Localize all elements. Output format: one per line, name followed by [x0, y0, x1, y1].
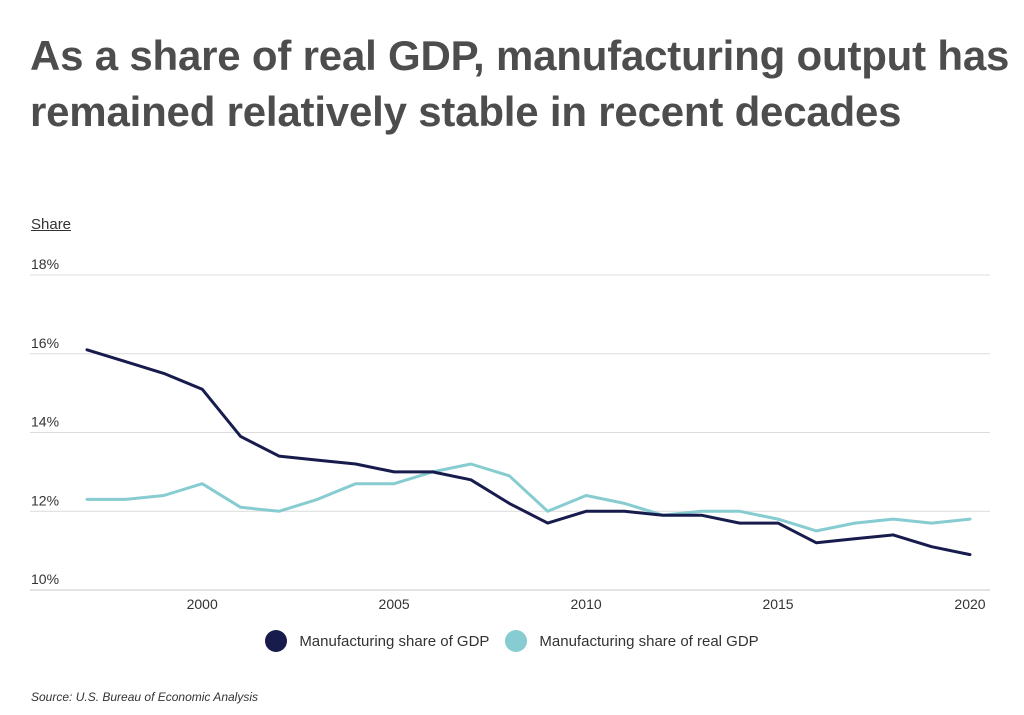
legend: Manufacturing share of GDP Manufacturing… — [0, 630, 1024, 652]
title-line-2: remained relatively stable in recent dec… — [30, 88, 902, 135]
data-point — [469, 463, 472, 466]
data-point — [853, 537, 856, 540]
data-point — [546, 522, 549, 525]
data-point — [661, 514, 664, 517]
x-tick-label: 2015 — [762, 596, 793, 612]
data-point — [930, 545, 933, 548]
series-line-real-gdp-share — [85, 462, 972, 533]
data-point — [354, 482, 357, 485]
x-tick-label: 2000 — [187, 596, 218, 612]
y-tick-label: 16% — [31, 335, 59, 351]
data-point — [546, 510, 549, 513]
data-point — [431, 470, 434, 473]
data-point — [623, 502, 626, 505]
data-point — [316, 498, 319, 501]
data-point — [508, 474, 511, 477]
data-point — [700, 514, 703, 517]
data-point — [585, 494, 588, 497]
data-point — [815, 541, 818, 544]
x-tick-label: 2005 — [379, 596, 410, 612]
data-point — [930, 522, 933, 525]
data-point — [239, 506, 242, 509]
data-point — [969, 518, 972, 521]
legend-swatch-gdp-share — [265, 630, 288, 652]
series-line-gdp-share — [85, 348, 972, 557]
y-tick-label: 12% — [31, 492, 59, 508]
data-point — [239, 435, 242, 438]
data-point — [969, 553, 972, 556]
data-point — [354, 463, 357, 466]
data-point — [393, 470, 396, 473]
legend-item-gdp-share: Manufacturing share of GDP — [265, 630, 489, 652]
legend-swatch-real-gdp-share — [505, 630, 528, 652]
source-note: Source: U.S. Bureau of Economic Analysis — [31, 690, 258, 704]
data-point — [278, 455, 281, 458]
data-point — [815, 529, 818, 532]
line-chart: 10% 12% 14% 16% 18% 2000 2005 2010 2015 2020 — [30, 256, 990, 612]
y-tick-label: 18% — [31, 256, 59, 272]
data-point — [738, 522, 741, 525]
data-point — [162, 372, 165, 375]
data-point — [777, 522, 780, 525]
data-point — [777, 518, 780, 521]
title-line-1: As a share of real GDP, manufacturing ou… — [30, 32, 1010, 79]
data-point — [469, 478, 472, 481]
legend-item-real-gdp-share: Manufacturing share of real GDP — [505, 630, 759, 652]
data-point — [738, 510, 741, 513]
data-point — [86, 348, 89, 351]
data-point — [316, 459, 319, 462]
data-point — [892, 533, 895, 536]
data-point — [623, 510, 626, 513]
legend-label-gdp-share: Manufacturing share of GDP — [299, 632, 490, 650]
data-point — [585, 510, 588, 513]
data-point — [86, 498, 89, 501]
y-tick-label: 10% — [31, 571, 59, 587]
data-point — [393, 482, 396, 485]
data-point — [892, 518, 895, 521]
data-point — [201, 388, 204, 391]
data-point — [508, 502, 511, 505]
legend-label-real-gdp-share: Manufacturing share of real GDP — [539, 632, 759, 650]
data-point — [124, 360, 127, 363]
data-point — [278, 510, 281, 513]
page-title: As a share of real GDP, manufacturing ou… — [30, 28, 1010, 140]
data-point — [853, 522, 856, 525]
y-axis-title: Share — [31, 216, 72, 233]
data-point — [201, 482, 204, 485]
data-point — [700, 510, 703, 513]
data-point — [124, 498, 127, 501]
data-point — [162, 494, 165, 497]
y-tick-label: 14% — [31, 414, 59, 430]
x-tick-label: 2020 — [954, 596, 985, 612]
x-tick-label: 2010 — [571, 596, 602, 612]
